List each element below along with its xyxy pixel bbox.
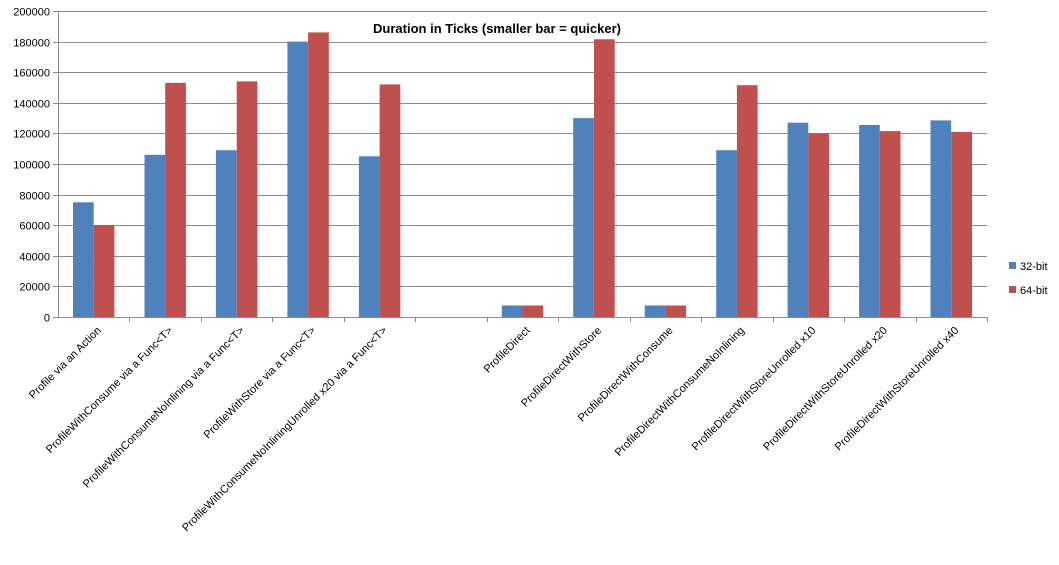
bar-64-bit: [951, 131, 972, 317]
bar-64-bit: [879, 131, 901, 317]
y-tick-label: 120000: [13, 129, 50, 141]
x-tick-label: ProfileDirectWithStore: [519, 325, 604, 410]
bar-32-bit: [144, 154, 166, 317]
legend-label: 32-bit: [1020, 261, 1048, 273]
y-tick-label: 160000: [13, 68, 50, 80]
bar-32-bit: [358, 156, 380, 317]
x-tick-label: Profile via an Action: [27, 325, 104, 402]
x-tick-label: ProfileWithConsumeNoInlining via a Func<…: [81, 325, 247, 491]
bar-64-bit: [736, 85, 758, 317]
legend: 32-bit 64-bit: [1009, 261, 1048, 297]
bars: [73, 32, 972, 318]
x-tick-label: ProfileWithStore via a Func<T>: [202, 325, 319, 442]
y-tick-label: 0: [44, 313, 50, 325]
bar-32-bit: [859, 125, 880, 317]
x-tick-label: ProfileDirectWithConsumeNoInlining: [613, 325, 747, 459]
legend-swatch: [1009, 286, 1016, 293]
y-tick-label: 80000: [19, 191, 50, 203]
x-tick-label: ProfileDirectWithStoreUnrolled x20: [761, 325, 890, 454]
y-tick-label: 100000: [13, 160, 50, 172]
bar-64-bit: [165, 82, 186, 318]
bar-32-bit: [501, 305, 523, 317]
bar-32-bit: [215, 150, 237, 317]
y-tick-label: 40000: [19, 252, 50, 264]
bar-64-bit: [594, 39, 615, 318]
bar-64-bit: [522, 305, 544, 317]
bar-32-bit: [930, 120, 952, 318]
y-tick-label: 140000: [13, 99, 50, 111]
legend-swatch: [1009, 262, 1016, 269]
y-tick-label: 200000: [13, 7, 50, 19]
x-tick-label: ProfileWithConsume via a Func<T>: [44, 325, 175, 456]
bar-32-bit: [573, 118, 594, 317]
bar-64-bit: [236, 81, 258, 318]
x-tick-label: ProfileDirectWithStoreUnrolled x10: [690, 325, 819, 454]
bar-64-bit: [379, 84, 401, 318]
legend-label: 64-bit: [1020, 285, 1048, 297]
bar-32-bit: [287, 41, 309, 317]
bar-32-bit: [73, 202, 94, 318]
bar-64-bit: [808, 133, 829, 317]
bar-32-bit: [787, 122, 809, 317]
chart-title: Duration in Ticks (smaller bar = quicker…: [373, 21, 621, 36]
y-tick-label: 60000: [19, 221, 50, 233]
x-tick-label: ProfileDirectWithStoreUnrolled x40: [833, 325, 962, 454]
bar-64-bit: [665, 305, 687, 317]
bar-64-bit: [93, 225, 115, 317]
gridlines: [58, 11, 987, 287]
x-tick-label: ProfileDirect: [482, 325, 533, 376]
bar-64-bit: [308, 32, 329, 318]
bar-32-bit: [644, 305, 666, 317]
bar-32-bit: [716, 150, 737, 317]
y-tick-label: 20000: [19, 282, 50, 294]
y-tick-label: 180000: [13, 38, 50, 50]
